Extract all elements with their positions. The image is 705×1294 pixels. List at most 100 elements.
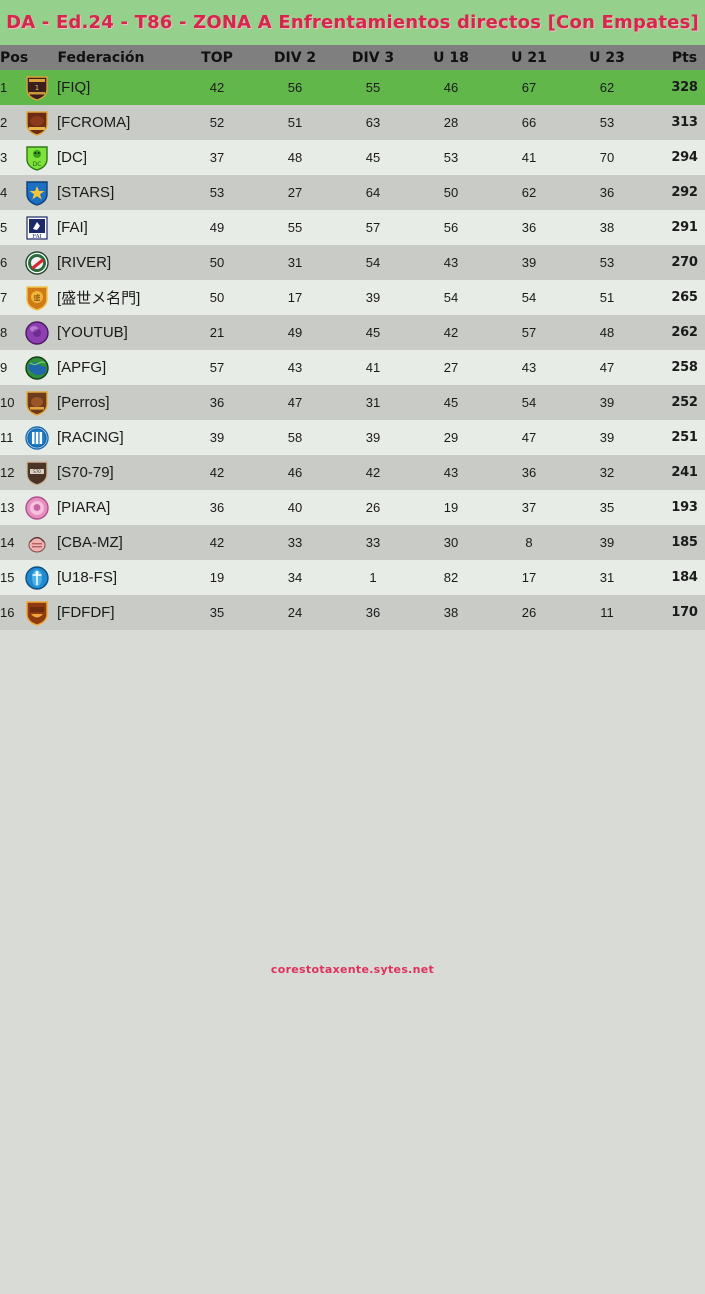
column-header-u21[interactable]: U 21 — [490, 45, 568, 70]
cell-u23: 39 — [599, 535, 615, 550]
crest-fiq-icon: 1 — [24, 75, 50, 101]
row-federation: 盛 [盛世メ名門] — [24, 280, 178, 315]
row-position: 7 — [0, 290, 8, 305]
cell-div3: 45 — [365, 325, 381, 340]
footer-site-label: corestotaxente.sytes.net — [270, 962, 435, 976]
row-position: 15 — [0, 570, 15, 585]
table-row[interactable]: 13 [PIARA] 36 40 26 19 37 35 193 — [0, 490, 705, 525]
cell-u21: 17 — [521, 570, 537, 585]
table-row[interactable]: 8 [YOUTUB] 21 49 45 42 57 48 262 — [0, 315, 705, 350]
cell-div3: 31 — [365, 395, 381, 410]
cell-u21: 57 — [521, 325, 537, 340]
crest-piara-icon — [24, 495, 50, 521]
crest-racing-icon — [24, 425, 50, 451]
federation-name: [PIARA] — [57, 499, 111, 516]
cell-u18: 45 — [443, 395, 459, 410]
column-header-div2[interactable]: DIV 2 — [256, 45, 334, 70]
column-header-pts[interactable]: Pts — [646, 45, 705, 70]
cell-top: 50 — [209, 255, 225, 270]
column-header-div3[interactable]: DIV 3 — [334, 45, 412, 70]
row-position: 10 — [0, 395, 15, 410]
row-federation: [PIARA] — [24, 490, 178, 525]
cell-top: 35 — [209, 605, 225, 620]
cell-div2: 49 — [287, 325, 303, 340]
table-row[interactable]: 12 S70 [S70-79] 42 46 42 43 36 32 241 — [0, 455, 705, 490]
cell-div2: 56 — [287, 80, 303, 95]
cell-u23: 47 — [599, 360, 615, 375]
table-row[interactable]: 7 盛 [盛世メ名門] 50 17 39 54 54 51 265 — [0, 280, 705, 315]
cell-div3: 39 — [365, 430, 381, 445]
federation-name: [CBA-MZ] — [57, 534, 123, 551]
table-row[interactable]: 5 FAI [FAI] 49 55 57 56 36 38 291 — [0, 210, 705, 245]
cell-u23: 53 — [599, 115, 615, 130]
row-position: 6 — [0, 255, 8, 270]
title-bar: DA - Ed.24 - T86 - ZONA A Enfrentamiento… — [0, 0, 705, 45]
cell-div2: 43 — [287, 360, 303, 375]
cell-top: 53 — [209, 185, 225, 200]
table-row[interactable]: 14 [CBA-MZ] 42 33 33 30 8 39 185 — [0, 525, 705, 560]
row-position: 16 — [0, 605, 15, 620]
crest-cbamz-icon — [24, 530, 50, 556]
federation-name: [S70-79] — [57, 464, 114, 481]
table-row[interactable]: 11 [RACING] 39 58 39 29 47 39 251 — [0, 420, 705, 455]
cell-top: 42 — [209, 465, 225, 480]
cell-u23: 39 — [599, 430, 615, 445]
cell-top: 19 — [209, 570, 225, 585]
cell-u21: 54 — [521, 290, 537, 305]
row-federation: [FDFDF] — [24, 595, 178, 630]
federation-name: [RACING] — [57, 429, 124, 446]
cell-points: 265 — [671, 290, 698, 305]
table-row[interactable]: 3 DC [DC] 37 48 45 53 41 70 294 — [0, 140, 705, 175]
crest-stars-icon — [24, 180, 50, 206]
cell-div3: 36 — [365, 605, 381, 620]
column-header-u23[interactable]: U 23 — [568, 45, 646, 70]
table-row[interactable]: 4 [STARS] 53 27 64 50 62 36 292 — [0, 175, 705, 210]
column-header-fed[interactable]: Federación — [24, 45, 178, 70]
crest-fai-icon: FAI — [24, 215, 50, 241]
cell-u21: 37 — [521, 500, 537, 515]
table-row[interactable]: 10 [Perros] 36 47 31 45 54 39 252 — [0, 385, 705, 420]
row-position: 8 — [0, 325, 8, 340]
crest-apfg-icon — [24, 355, 50, 381]
column-header-top[interactable]: TOP — [178, 45, 256, 70]
crest-dc-icon: DC — [24, 145, 50, 171]
cell-u18: 43 — [443, 255, 459, 270]
cell-div3: 55 — [365, 80, 381, 95]
svg-text:盛: 盛 — [34, 293, 41, 302]
row-federation: [U18-FS] — [24, 560, 178, 595]
cell-points: 270 — [671, 255, 698, 270]
cell-div3: 39 — [365, 290, 381, 305]
cell-top: 57 — [209, 360, 225, 375]
cell-u23: 70 — [599, 150, 615, 165]
column-header-u18[interactable]: U 18 — [412, 45, 490, 70]
table-row[interactable]: 16 [FDFDF] 35 24 36 38 26 11 170 — [0, 595, 705, 630]
row-position: 3 — [0, 150, 8, 165]
row-position: 2 — [0, 115, 8, 130]
table-row[interactable]: 1 1 [FIQ] 42 56 55 46 67 62 328 — [0, 70, 705, 105]
cell-div3: 64 — [365, 185, 381, 200]
cell-div2: 17 — [287, 290, 303, 305]
cell-u21: 66 — [521, 115, 537, 130]
cell-div3: 57 — [365, 220, 381, 235]
table-row[interactable]: 2 [FCROMA] 52 51 63 28 66 53 313 — [0, 105, 705, 140]
column-header-pos[interactable]: Pos — [0, 45, 28, 70]
federation-name: [YOUTUB] — [57, 324, 128, 341]
cell-u21: 26 — [521, 605, 537, 620]
cell-div2: 27 — [287, 185, 303, 200]
table-row[interactable]: 15 [U18-FS] 19 34 1 82 17 31 184 — [0, 560, 705, 595]
cell-points: 185 — [671, 535, 698, 550]
cell-top: 52 — [209, 115, 225, 130]
page-title: DA - Ed.24 - T86 - ZONA A Enfrentamiento… — [6, 12, 699, 33]
cell-u23: 35 — [599, 500, 615, 515]
federation-name: [STARS] — [57, 184, 115, 201]
cell-u23: 36 — [599, 185, 615, 200]
cell-points: 241 — [671, 465, 698, 480]
crest-u18fs-icon — [24, 565, 50, 591]
cell-u18: 54 — [443, 290, 459, 305]
table-row[interactable]: 9 [APFG] 57 43 41 27 43 47 258 — [0, 350, 705, 385]
cell-top: 36 — [209, 395, 225, 410]
cell-top: 36 — [209, 500, 225, 515]
row-federation: [CBA-MZ] — [24, 525, 178, 560]
table-row[interactable]: 6 [RIVER] 50 31 54 43 39 53 270 — [0, 245, 705, 280]
cell-div2: 55 — [287, 220, 303, 235]
